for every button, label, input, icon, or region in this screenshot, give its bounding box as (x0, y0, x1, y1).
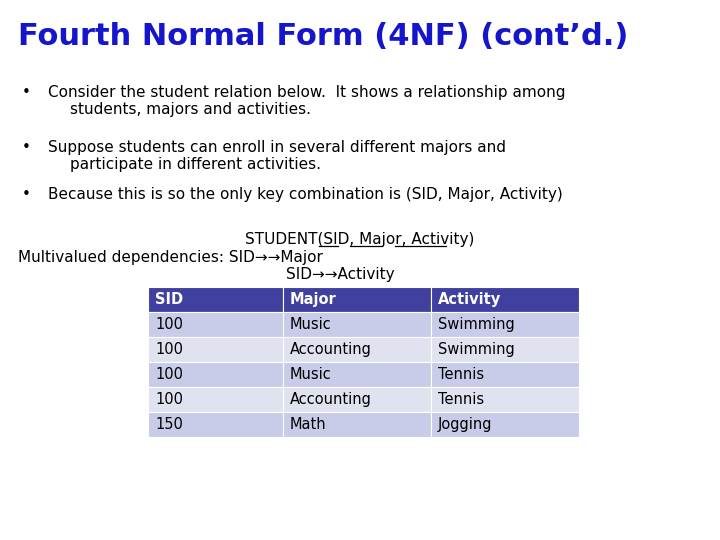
FancyBboxPatch shape (431, 412, 579, 437)
Text: Music: Music (290, 317, 332, 332)
FancyBboxPatch shape (431, 387, 579, 412)
FancyBboxPatch shape (283, 337, 431, 362)
Text: Music: Music (290, 367, 332, 382)
FancyBboxPatch shape (283, 287, 431, 312)
Text: Swimming: Swimming (438, 342, 515, 357)
Text: Major: Major (290, 292, 337, 307)
FancyBboxPatch shape (431, 312, 579, 337)
FancyBboxPatch shape (283, 312, 431, 337)
Text: Math: Math (290, 417, 327, 432)
Text: 100: 100 (155, 367, 183, 382)
Text: Multivalued dependencies: SID→→Major: Multivalued dependencies: SID→→Major (18, 250, 323, 265)
Text: Jogging: Jogging (438, 417, 492, 432)
Text: Swimming: Swimming (438, 317, 515, 332)
Text: students, majors and activities.: students, majors and activities. (70, 102, 311, 117)
FancyBboxPatch shape (148, 312, 283, 337)
Text: Fourth Normal Form (4NF) (cont’d.): Fourth Normal Form (4NF) (cont’d.) (18, 22, 629, 51)
Text: 100: 100 (155, 392, 183, 407)
Text: Activity: Activity (438, 292, 501, 307)
Text: Accounting: Accounting (290, 392, 372, 407)
Text: SID: SID (155, 292, 183, 307)
FancyBboxPatch shape (148, 287, 283, 312)
FancyBboxPatch shape (431, 287, 579, 312)
FancyBboxPatch shape (431, 362, 579, 387)
Text: 100: 100 (155, 342, 183, 357)
Text: •: • (22, 140, 31, 155)
FancyBboxPatch shape (431, 337, 579, 362)
Text: 150: 150 (155, 417, 183, 432)
Text: Tennis: Tennis (438, 392, 484, 407)
Text: STUDENT(SID, Major, Activity): STUDENT(SID, Major, Activity) (246, 232, 474, 247)
Text: Because this is so the only key combination is (SID, Major, Activity): Because this is so the only key combinat… (48, 187, 563, 202)
Text: •: • (22, 187, 31, 202)
Text: Suppose students can enroll in several different majors and: Suppose students can enroll in several d… (48, 140, 506, 155)
Text: SID→→Activity: SID→→Activity (286, 267, 395, 282)
FancyBboxPatch shape (148, 337, 283, 362)
FancyBboxPatch shape (148, 387, 283, 412)
FancyBboxPatch shape (148, 362, 283, 387)
Text: •: • (22, 85, 31, 100)
Text: 100: 100 (155, 317, 183, 332)
Text: Consider the student relation below.  It shows a relationship among: Consider the student relation below. It … (48, 85, 565, 100)
FancyBboxPatch shape (283, 362, 431, 387)
Text: Tennis: Tennis (438, 367, 484, 382)
Text: participate in different activities.: participate in different activities. (70, 157, 321, 172)
FancyBboxPatch shape (283, 387, 431, 412)
FancyBboxPatch shape (283, 412, 431, 437)
FancyBboxPatch shape (148, 412, 283, 437)
Text: Accounting: Accounting (290, 342, 372, 357)
